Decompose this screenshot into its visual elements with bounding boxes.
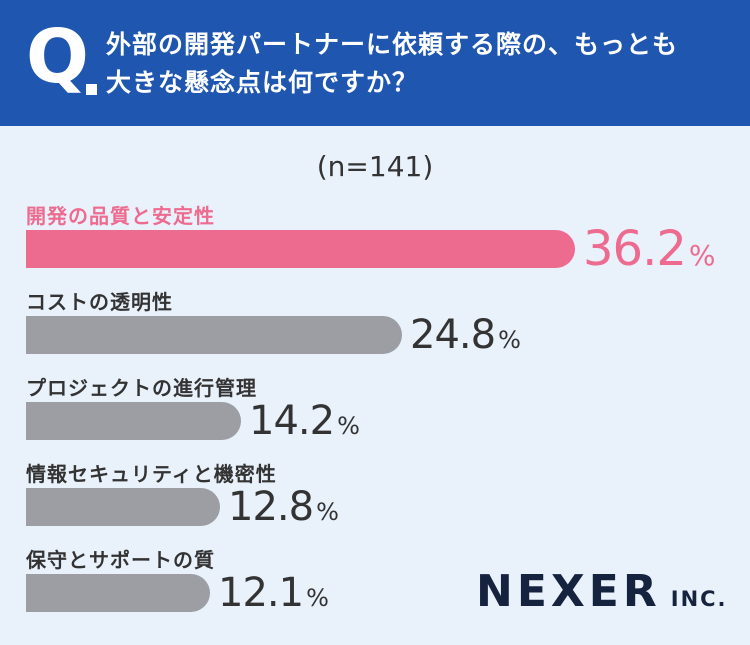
data-label-value: 12.1	[218, 570, 304, 616]
data-label: 24.8%	[410, 312, 521, 358]
category-label: コストの透明性	[26, 290, 173, 314]
data-label-value: 12.8	[228, 484, 314, 530]
sample-size-label: (n=141)	[316, 150, 434, 183]
data-label-unit: %	[498, 326, 521, 354]
category-label: プロジェクトの進行管理	[26, 376, 257, 400]
question-header: Q 外部の開発パートナーに依頼する際の、もっとも 大きな懸念点は何ですか？	[0, 0, 750, 126]
question-text: 外部の開発パートナーに依頼する際の、もっとも 大きな懸念点は何ですか？	[106, 26, 736, 102]
category-label: 情報セキュリティと機密性	[26, 462, 277, 486]
data-label-unit: %	[316, 498, 339, 526]
logo-suffix: INC.	[670, 587, 728, 611]
data-label-value: 36.2	[583, 221, 687, 277]
q-mark: Q	[26, 14, 89, 100]
nexer-logo: NEXER INC.	[476, 566, 728, 617]
data-label: 12.8%	[228, 484, 339, 530]
question-line-1: 外部の開発パートナーに依頼する際の、もっとも	[106, 30, 679, 59]
category-label: 開発の品質と安定性	[26, 204, 215, 228]
data-label-value: 24.8	[410, 312, 496, 358]
bar	[26, 574, 210, 612]
logo-main: NEXER	[476, 566, 661, 617]
data-label-unit: %	[337, 412, 360, 440]
bar	[26, 402, 241, 440]
q-mark-dot	[86, 84, 97, 95]
question-line-2: 大きな懸念点は何ですか？	[106, 68, 419, 97]
data-label: 14.2%	[249, 398, 360, 444]
data-label: 12.1%	[218, 570, 329, 616]
data-label: 36.2%	[583, 221, 715, 277]
data-label-unit: %	[306, 584, 329, 612]
category-label: 保守とサポートの質	[26, 548, 215, 572]
data-label-value: 14.2	[249, 398, 335, 444]
bar	[26, 230, 575, 268]
bar	[26, 488, 220, 526]
bar	[26, 316, 402, 354]
data-label-unit: %	[688, 239, 716, 272]
